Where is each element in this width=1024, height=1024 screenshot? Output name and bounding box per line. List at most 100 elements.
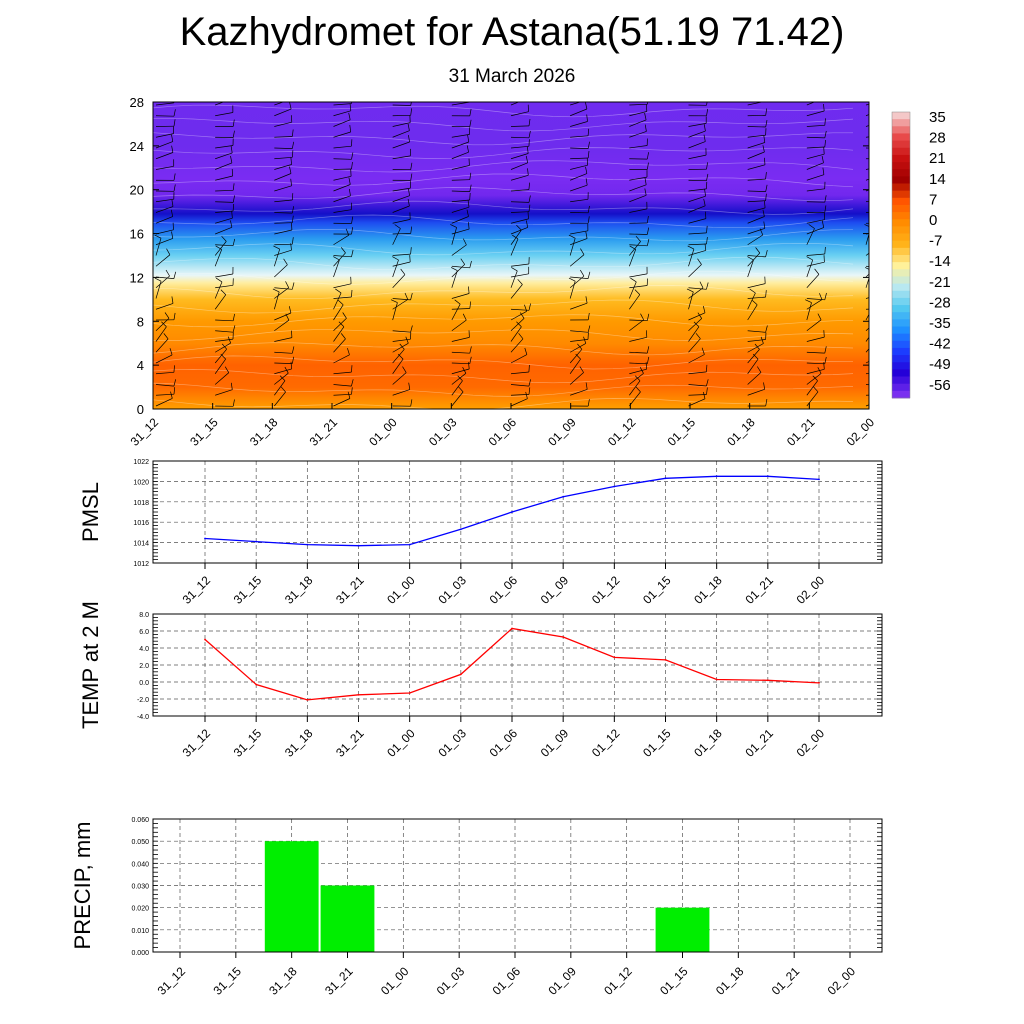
wind-barb-feather — [528, 379, 532, 387]
wind-barb — [392, 399, 413, 407]
wind-barb-shaft — [392, 141, 410, 149]
wind-barb-feather — [289, 102, 292, 110]
wind-barb — [273, 245, 281, 267]
wind-barb-feather — [410, 247, 412, 255]
wind-barb-shaft — [510, 238, 519, 256]
wind-barb-feather — [405, 336, 409, 344]
wind-barb — [451, 286, 470, 299]
wind-barb-shaft — [510, 229, 522, 245]
wind-barb — [215, 266, 234, 278]
wind-barb-shaft — [510, 318, 525, 332]
wind-barb-feather — [587, 271, 591, 279]
wind-barb-feather — [706, 237, 708, 245]
wind-barb-shaft — [747, 259, 754, 278]
wind-barb — [570, 223, 589, 235]
wind-barb-shaft — [747, 283, 766, 289]
wind-barb — [333, 247, 346, 267]
wind-barb — [510, 224, 522, 245]
wind-barb-shaft — [333, 393, 352, 396]
wind-barb-shaft — [747, 151, 765, 160]
wind-barb-feather — [706, 173, 709, 181]
wind-barb — [451, 362, 470, 375]
wind-barb — [451, 356, 472, 365]
wind-barb-shaft — [806, 368, 825, 375]
wind-barb-feather — [884, 302, 885, 309]
wind-barb-shaft — [688, 130, 706, 138]
wind-barb — [629, 152, 649, 160]
y-tick-label: 6.0 — [139, 629, 149, 636]
wind-barb-feather — [764, 157, 766, 165]
wind-barb — [688, 181, 708, 192]
wind-barb-shaft — [629, 131, 647, 138]
wind-barb-feather — [703, 391, 706, 399]
wind-barb-shaft — [333, 252, 346, 267]
y-tick-label: 16 — [130, 227, 144, 242]
wind-barb-shaft — [688, 195, 706, 203]
wind-barb-feather — [703, 134, 706, 142]
wind-barb-feather — [765, 325, 768, 333]
wind-barb-shaft — [510, 125, 530, 127]
wind-barb — [392, 173, 413, 181]
wind-barb-feather — [291, 193, 294, 201]
wind-barb-feather — [348, 177, 351, 185]
wind-barb-feather — [230, 145, 233, 153]
wind-barb — [510, 267, 518, 288]
wind-barb — [392, 226, 413, 235]
wind-barb-feather — [280, 386, 286, 393]
wind-barb — [215, 119, 235, 127]
wind-barb — [806, 139, 826, 149]
wind-barb — [629, 216, 649, 224]
wind-barb-shaft — [629, 233, 648, 235]
wind-barb — [510, 321, 522, 342]
wind-barb — [451, 200, 470, 213]
wind-barb — [688, 134, 706, 149]
wind-barb — [392, 268, 406, 288]
wind-barb-feather — [587, 150, 590, 159]
wind-barb — [274, 166, 292, 181]
wind-barb-shaft — [629, 368, 647, 375]
wind-barb — [392, 382, 411, 396]
wind-barb-shaft — [806, 259, 814, 278]
wind-barb-shaft — [747, 292, 756, 310]
colorbar-label: -56 — [929, 377, 951, 394]
wind-barb-shaft — [510, 189, 529, 192]
x-tick-label: 01_00 — [366, 415, 400, 449]
wind-barb-feather — [408, 188, 410, 196]
wind-barb-feather — [349, 103, 352, 111]
wind-barb-shaft — [688, 394, 707, 396]
wind-barb-feather — [882, 167, 883, 174]
wind-barb-feather — [232, 130, 235, 138]
wind-barb — [806, 255, 825, 267]
wind-barb-feather — [805, 299, 812, 303]
wind-barb — [155, 379, 177, 387]
wind-barb-feather — [171, 134, 174, 142]
wind-barb-feather — [877, 239, 880, 245]
wind-barb-shaft — [155, 141, 173, 149]
wind-barb-shaft — [629, 380, 641, 396]
wind-barb — [215, 203, 235, 213]
wind-barb-feather — [884, 261, 886, 268]
colorbar-segment — [892, 283, 910, 292]
wind-barb-shaft — [392, 219, 411, 224]
wind-barb-shaft — [747, 142, 765, 149]
wind-barb — [451, 330, 470, 342]
wind-barb-shaft — [688, 318, 702, 332]
wind-barb — [806, 181, 826, 192]
wind-barb-shaft — [688, 287, 704, 299]
wind-barb — [806, 118, 826, 127]
colorbar-label: -21 — [929, 274, 951, 291]
y-tick-label: 0.010 — [131, 928, 149, 935]
wind-barb-shaft — [570, 184, 588, 192]
wind-barb-shaft — [215, 102, 225, 106]
wind-barb-shaft — [570, 339, 589, 342]
wind-barb-shaft — [155, 238, 162, 256]
wind-barb-shaft — [688, 250, 706, 256]
wind-barb-shaft — [274, 391, 286, 407]
y-tick-label: 2.0 — [139, 663, 149, 670]
wind-barb-shaft — [333, 326, 345, 342]
wind-barb — [333, 216, 354, 224]
wind-barb-shaft — [155, 165, 174, 170]
wind-barb — [333, 177, 351, 192]
wind-barb-shaft — [451, 206, 470, 213]
